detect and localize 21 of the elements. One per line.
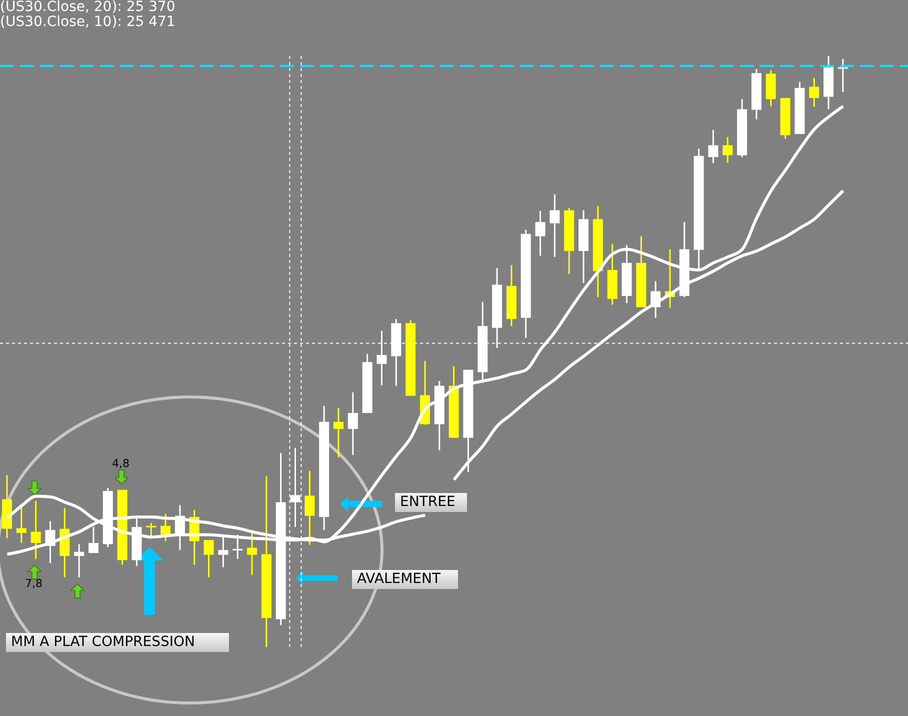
annotation: 4,8 bbox=[112, 457, 130, 470]
candlestick bbox=[333, 407, 344, 458]
annotation: ENTREE bbox=[395, 493, 467, 512]
candlestick bbox=[74, 543, 84, 578]
text: (US30.Close, 10): 25 471 bbox=[0, 14, 176, 30]
annotation: 7,8 bbox=[25, 577, 42, 590]
candlestick bbox=[550, 194, 560, 258]
candlestick bbox=[838, 58, 848, 93]
candlestick bbox=[204, 539, 214, 578]
candlestick bbox=[30, 500, 41, 560]
candlestick bbox=[809, 77, 820, 108]
text: (US30.Close, 20): 25 370 bbox=[0, 0, 176, 15]
candlestick bbox=[535, 210, 546, 257]
annotation: AVALEMENT bbox=[352, 570, 458, 589]
candlestick bbox=[348, 392, 358, 456]
candlestick bbox=[160, 513, 171, 542]
candlestick bbox=[247, 532, 258, 576]
candlestick bbox=[304, 470, 315, 546]
candlestick bbox=[708, 129, 718, 164]
annotation: MM A PLAT COMPRESSION bbox=[6, 633, 229, 652]
candlestick bbox=[722, 136, 733, 164]
